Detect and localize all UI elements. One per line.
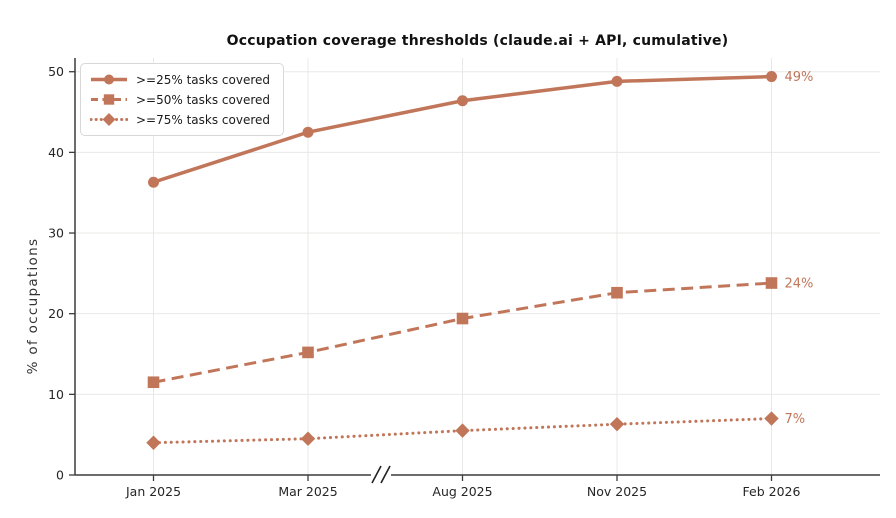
legend-square-dashed-line-icon: [91, 94, 127, 105]
data-point-marker-diamond: [455, 423, 470, 438]
data-point-marker-diamond: [300, 431, 316, 446]
x-tick-label: Nov 2025: [587, 484, 647, 499]
x-tick-label: Aug 2025: [432, 484, 492, 499]
y-tick-label: 0: [56, 468, 64, 483]
y-tick-label: 50: [48, 64, 64, 79]
legend-item-2: >=75% tasks covered: [90, 111, 270, 128]
legend-item-label: >=75% tasks covered: [136, 112, 271, 127]
legend-item-label: >=25% tasks covered: [136, 72, 271, 87]
legend-circle-solid-line-icon: [91, 74, 127, 85]
legend-item-1: >=50% tasks covered: [90, 91, 270, 108]
data-point-marker-diamond: [609, 416, 625, 432]
x-tick-label: Feb 2026: [743, 484, 801, 499]
axis-break-icon: [371, 465, 382, 484]
legend-diamond-dotted-line-icon: [90, 113, 128, 126]
y-tick-label: 20: [48, 306, 64, 321]
data-point-marker-circle: [302, 126, 314, 138]
legend-item-label: >=50% tasks covered: [136, 92, 271, 107]
data-point-marker-square: [611, 286, 623, 299]
x-tick-label: Mar 2025: [278, 484, 337, 499]
data-point-marker-diamond: [764, 411, 779, 426]
data-point-marker-circle: [611, 75, 623, 87]
data-point-marker-square: [302, 346, 314, 359]
data-point-marker-square: [456, 312, 469, 325]
data-point-marker-circle: [766, 71, 777, 83]
data-point-marker-square: [103, 94, 115, 105]
data-point-marker-circle: [148, 176, 159, 188]
axis-break-icon: [380, 465, 391, 484]
data-point-marker-diamond: [146, 435, 161, 450]
series-end-label: 7%: [785, 412, 806, 427]
legend: >=25% tasks covered >=50% tasks covered >=…: [80, 63, 285, 136]
chart-title: Occupation coverage thresholds (claude.a…: [226, 33, 729, 49]
data-point-marker-circle: [457, 95, 468, 107]
x-tick-label: Jan 2025: [125, 484, 181, 499]
y-tick-label: 10: [48, 387, 64, 402]
series-end-label: 24%: [785, 277, 814, 292]
series-end-label: 49%: [785, 70, 814, 85]
legend-item-0: >=25% tasks covered: [90, 71, 270, 88]
data-point-marker-square: [765, 277, 778, 289]
y-tick-label: 40: [48, 145, 64, 160]
data-point-marker-square: [147, 376, 160, 389]
data-point-marker-diamond: [102, 113, 116, 126]
data-point-marker-circle: [104, 74, 114, 85]
y-tick-label: 30: [48, 226, 64, 241]
